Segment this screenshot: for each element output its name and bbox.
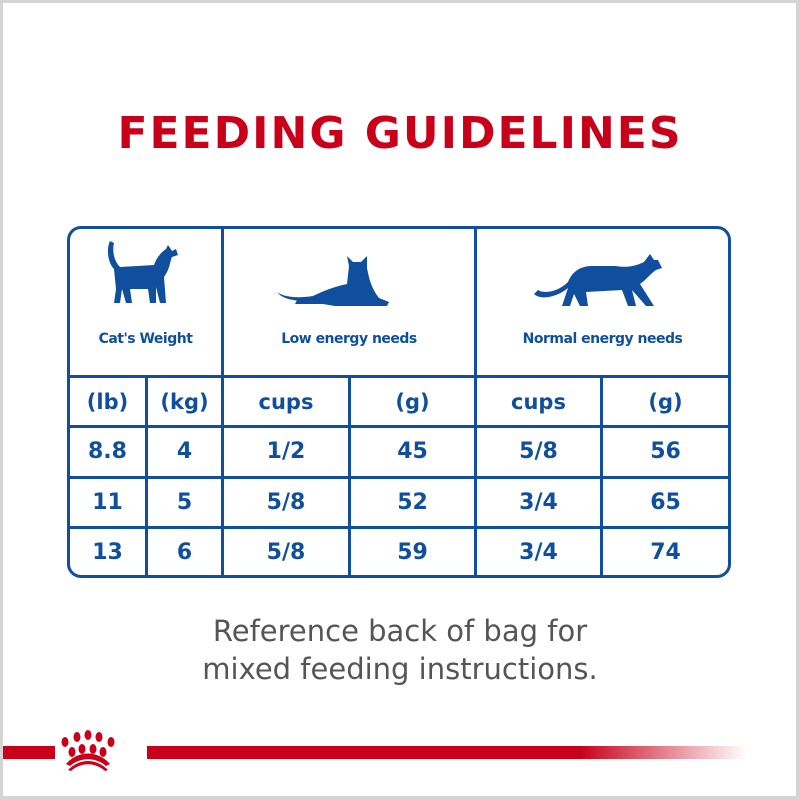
cell-normal-g: 74	[650, 539, 681, 565]
cell-low-g: 45	[397, 439, 428, 464]
page-title: FEEDING GUIDELINES	[117, 108, 683, 159]
feeding-table: Cat's Weight Low energy needs Normal ene…	[67, 226, 731, 578]
cell-low-g: 52	[397, 490, 428, 515]
cell-normal-cups: 3/4	[519, 490, 558, 515]
header-low-energy: Low energy needs	[281, 331, 417, 347]
royal-canin-crown-logo	[61, 730, 115, 771]
divider	[70, 526, 728, 529]
divider	[70, 425, 728, 428]
unit-kg: (kg)	[160, 389, 209, 414]
cell-kg: 4	[176, 439, 193, 464]
brand-stripe-left	[3, 746, 55, 759]
cell-normal-g: 65	[650, 490, 681, 515]
divider	[474, 229, 477, 575]
cat-standing-icon	[107, 241, 178, 303]
cell-low-cups: 5/8	[266, 539, 306, 565]
cell-kg: 6	[176, 539, 193, 565]
unit-normal-g: (g)	[648, 389, 683, 414]
cell-low-cups: 5/8	[266, 490, 306, 515]
note-line-1: Reference back of bag for	[212, 614, 588, 648]
cell-lb: 8.8	[88, 439, 127, 464]
divider	[70, 476, 728, 479]
cell-low-g: 59	[397, 539, 428, 565]
note-line-2: mixed feeding instructions.	[202, 652, 598, 686]
cell-kg: 5	[176, 490, 193, 515]
unit-low-cups: cups	[258, 389, 314, 414]
header-cats-weight: Cat's Weight	[98, 331, 193, 347]
unit-low-g: (g)	[395, 389, 430, 414]
page	[3, 3, 796, 796]
cell-lb: 13	[92, 539, 123, 565]
cat-walking-icon	[534, 254, 662, 306]
divider	[70, 375, 728, 378]
unit-lb: (lb)	[86, 389, 129, 414]
cell-normal-g: 56	[650, 439, 681, 464]
cat-lying-icon	[277, 256, 389, 306]
divider	[221, 229, 224, 575]
header-normal-energy: Normal energy needs	[522, 331, 683, 347]
cell-low-cups: 1/2	[266, 439, 306, 464]
cell-lb: 11	[92, 490, 123, 515]
unit-normal-cups: cups	[511, 389, 566, 414]
feeding-note: Reference back of bag for mixed feeding …	[0, 612, 800, 688]
cell-normal-cups: 5/8	[519, 439, 558, 464]
cell-normal-cups: 3/4	[519, 539, 558, 565]
brand-stripe-right	[147, 746, 747, 759]
